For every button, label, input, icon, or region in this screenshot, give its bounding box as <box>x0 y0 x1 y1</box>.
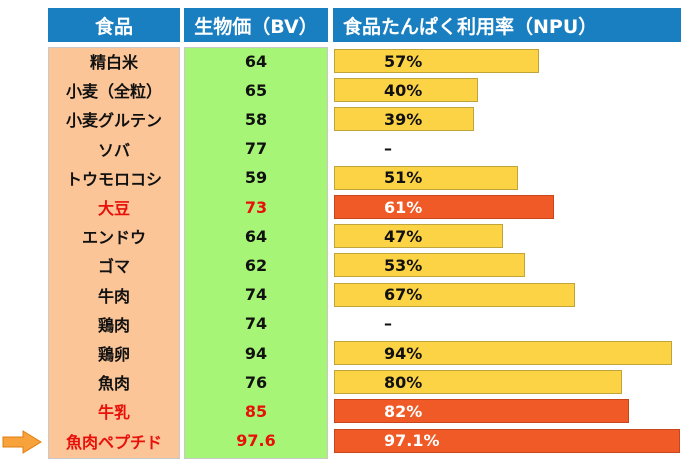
bv-value: 77 <box>244 139 268 159</box>
npu-bar <box>334 49 540 73</box>
npu-bar <box>334 78 478 103</box>
right-arrow-icon <box>2 430 42 454</box>
food-label: 鶏肉 <box>97 315 130 335</box>
food-label: 小麦グルテン <box>65 111 162 131</box>
npu-bar <box>334 399 630 424</box>
food-label: 精白米 <box>89 53 138 72</box>
food-label: 鶏卵 <box>97 345 130 364</box>
npu-bar <box>334 282 576 307</box>
bv-value: 58 <box>244 109 268 129</box>
bv-value: 62 <box>244 255 268 275</box>
header-npu: 食品たんぱく利用率（NPU） <box>333 8 681 42</box>
food-label: ゴマ <box>97 257 130 277</box>
npu-value: 80% <box>384 372 423 392</box>
npu-bar <box>334 107 475 132</box>
npu-value: 47% <box>384 226 423 246</box>
food-label: 牛肉 <box>97 286 130 306</box>
npu-value: 61% <box>384 197 423 217</box>
npu-bar <box>334 428 680 453</box>
bv-column <box>184 47 328 459</box>
food-column <box>48 47 180 459</box>
npu-value: 94% <box>384 343 423 363</box>
npu-value: 40% <box>384 80 423 100</box>
npu-bar <box>334 195 554 219</box>
bv-value: 76 <box>244 372 268 392</box>
npu-value: 51% <box>384 168 423 188</box>
bv-value: 59 <box>244 168 268 188</box>
food-label: ソバ <box>97 140 130 160</box>
npu-bar <box>334 341 673 365</box>
bv-value: 73 <box>244 197 268 217</box>
bv-value: 94 <box>244 343 268 363</box>
npu-value: – <box>384 139 392 159</box>
header-bv: 生物価（BV） <box>184 8 328 42</box>
food-label: 小麦（全粒） <box>65 82 162 102</box>
npu-bar <box>334 253 525 278</box>
npu-value: 97.1% <box>384 431 440 451</box>
bv-value: 85 <box>244 401 268 421</box>
bv-value: 65 <box>244 80 268 100</box>
npu-value: 39% <box>384 109 423 129</box>
food-label: 大豆 <box>97 199 130 218</box>
npu-bar <box>334 370 622 395</box>
npu-bar <box>334 165 518 190</box>
header-food: 食品 <box>48 8 180 42</box>
bv-value: 74 <box>244 314 268 334</box>
bv-value: 64 <box>244 51 268 71</box>
food-label: トウモロコシ <box>65 169 162 189</box>
bv-value: 64 <box>244 226 268 246</box>
bv-value: 74 <box>244 285 268 305</box>
food-label: 牛乳 <box>97 403 130 423</box>
npu-value: 57% <box>384 51 423 71</box>
npu-value: – <box>384 314 392 334</box>
npu-value: 82% <box>384 401 423 421</box>
food-label: エンドウ <box>81 228 146 248</box>
food-label: 魚肉ペプチド <box>65 432 162 452</box>
bv-value: 97.6 <box>236 431 276 451</box>
npu-bar <box>334 224 504 249</box>
npu-value: 53% <box>384 255 423 275</box>
food-label: 魚肉 <box>97 374 130 394</box>
npu-value: 67% <box>384 285 423 305</box>
